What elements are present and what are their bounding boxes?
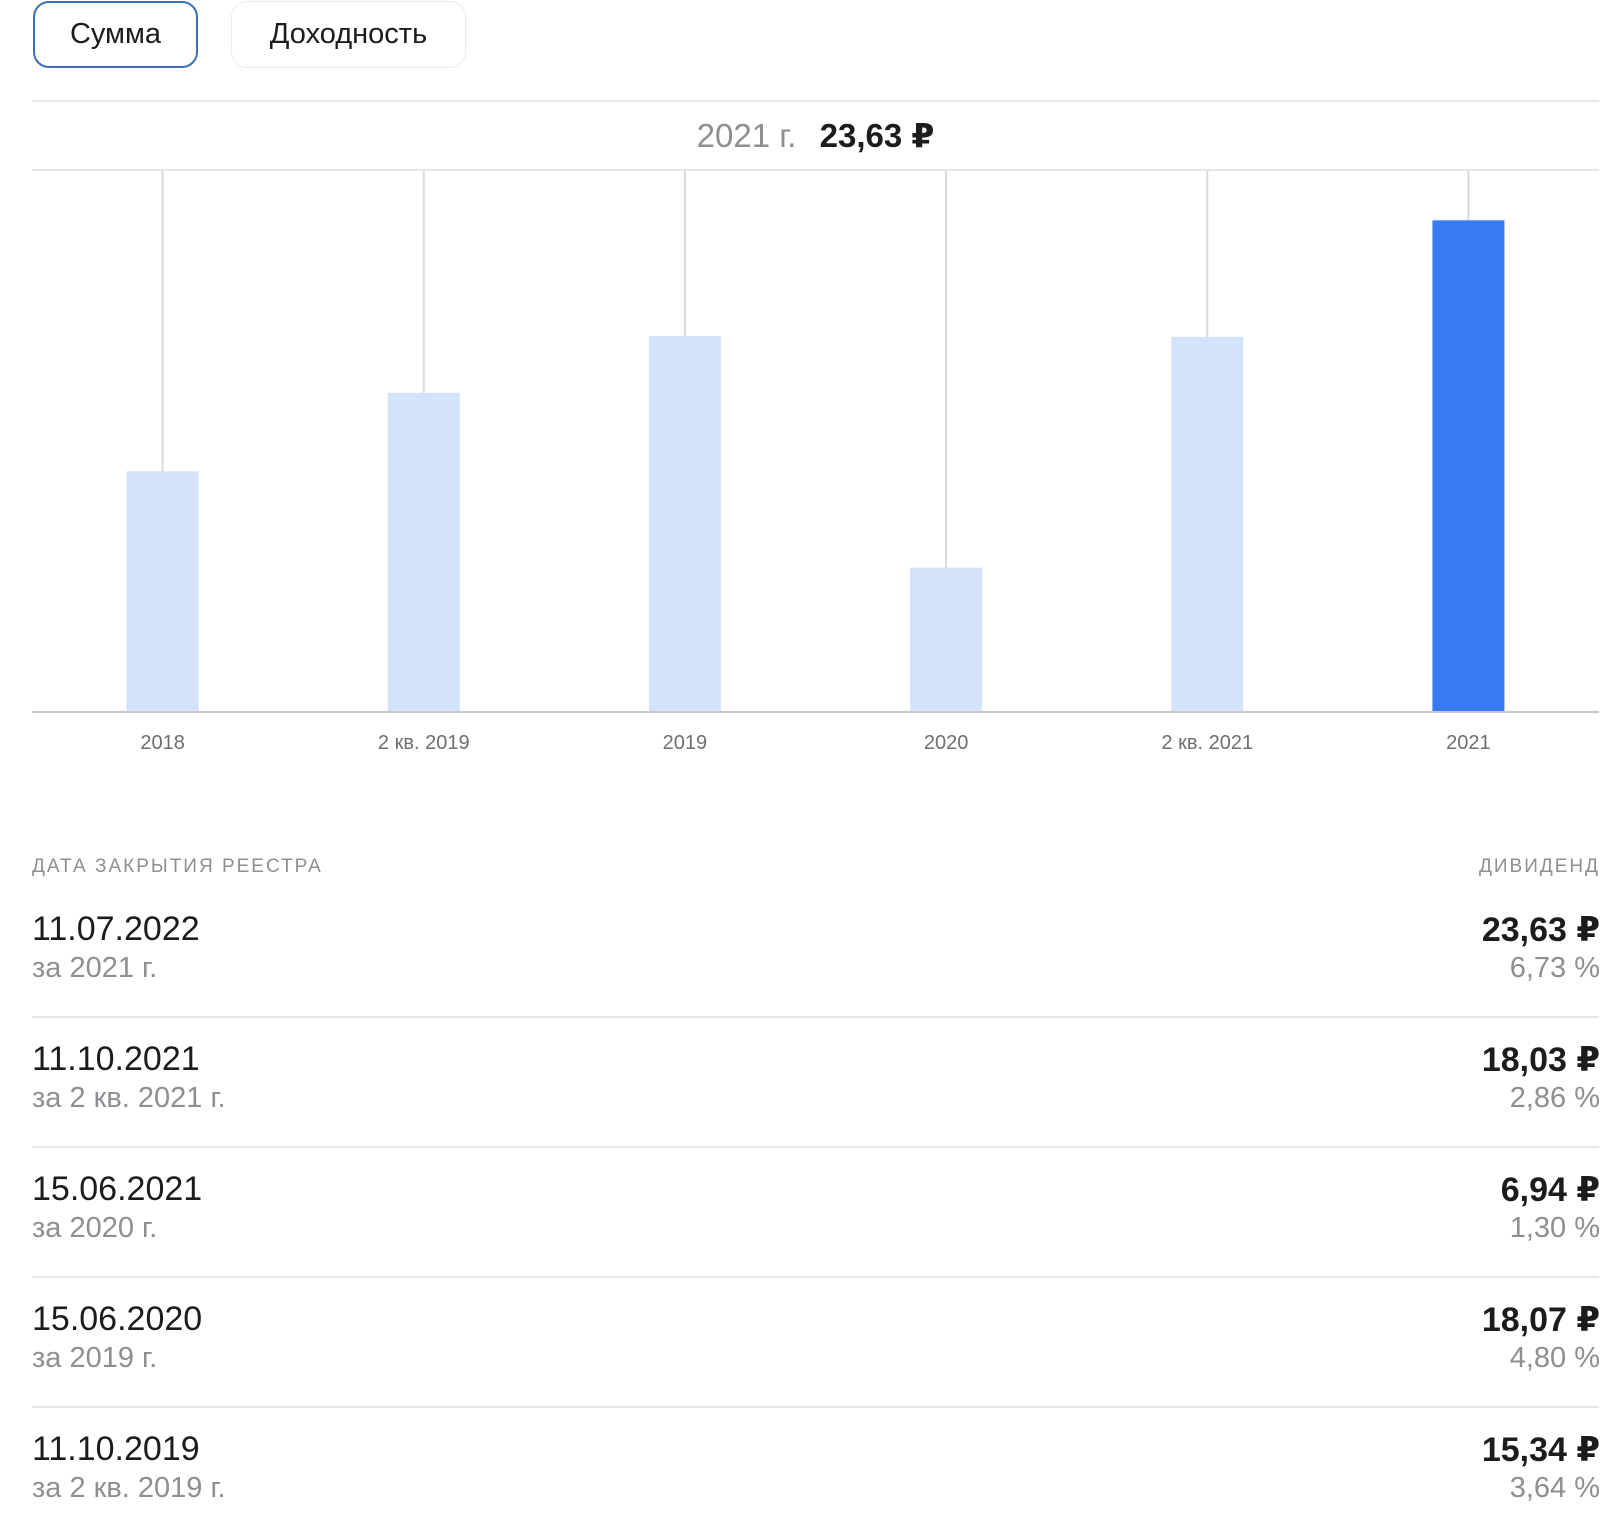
- dividend-row[interactable]: 11.10.2021 за 2 кв. 2021 г. 18,03 ₽ 2,86…: [0, 1018, 1620, 1148]
- tab-yield[interactable]: Доходность: [231, 1, 466, 68]
- record-date: 11.07.2022: [32, 910, 200, 948]
- column-header-dividend: ДИВИДЕНД: [1479, 856, 1600, 877]
- chart-x-tick-label: 2018: [140, 732, 185, 754]
- row-divider: [32, 1016, 1599, 1018]
- dividend-amount: 23,63 ₽: [1481, 911, 1600, 949]
- dividend-amount: 18,07 ₽: [1481, 1301, 1600, 1339]
- chart-x-tick-label: 2021: [1446, 732, 1491, 754]
- selected-amount: 23,63 ₽: [819, 117, 935, 154]
- divider-top: [32, 100, 1599, 102]
- dividend-amount: 15,34 ₽: [1481, 1431, 1600, 1469]
- dividend-yield: 6,73 %: [1509, 952, 1600, 984]
- dividend-row[interactable]: 11.10.2019 за 2 кв. 2019 г. 15,34 ₽ 3,64…: [0, 1408, 1620, 1531]
- chart-bar[interactable]: [1171, 336, 1244, 712]
- record-date: 11.10.2021: [32, 1040, 200, 1078]
- record-date: 15.06.2020: [32, 1300, 203, 1338]
- dividend-bar-chart[interactable]: 2018 2 кв. 2019 2019 2020 2 кв. 2021 2021: [0, 0, 1620, 800]
- tab-amount[interactable]: Сумма: [33, 1, 198, 68]
- dividend-row[interactable]: 11.07.2022 за 2021 г. 23,63 ₽ 6,73 %: [0, 888, 1620, 1018]
- dividend-yield: 1,30 %: [1509, 1212, 1600, 1244]
- chart-x-tick-label: 2 кв. 2021: [1161, 732, 1253, 754]
- dividend-period: за 2019 г.: [32, 1342, 158, 1374]
- dividend-amount: 18,03 ₽: [1481, 1041, 1600, 1079]
- dividend-period: за 2 кв. 2021 г.: [32, 1082, 226, 1114]
- chart-bar[interactable]: [387, 392, 460, 712]
- dividend-amount: 6,94 ₽: [1500, 1171, 1600, 1209]
- selected-period: 2021 г.: [696, 117, 797, 154]
- chart-bar[interactable]: [126, 471, 199, 712]
- dividend-row[interactable]: 15.06.2020 за 2019 г. 18,07 ₽ 4,80 %: [0, 1278, 1620, 1408]
- chart-x-tick-label: 2020: [924, 732, 969, 754]
- divider-chart-top: [32, 169, 1599, 171]
- dividend-yield: 4,80 %: [1509, 1342, 1600, 1374]
- row-divider: [32, 1406, 1599, 1408]
- chart-bar[interactable]: [1432, 220, 1505, 713]
- dividend-period: за 2021 г.: [32, 952, 158, 984]
- record-date: 11.10.2019: [32, 1430, 200, 1468]
- dividend-period: за 2 кв. 2019 г.: [32, 1472, 226, 1504]
- chart-x-tick-label: 2 кв. 2019: [378, 732, 470, 754]
- row-divider: [32, 1276, 1599, 1278]
- chart-selected-summary: 2021 г. 23,63 ₽: [0, 116, 1620, 155]
- column-header-record-date: ДАТА ЗАКРЫТИЯ РЕЕСТРА: [32, 856, 323, 877]
- dividend-row[interactable]: 15.06.2021 за 2020 г. 6,94 ₽ 1,30 %: [0, 1148, 1620, 1278]
- dividend-yield: 3,64 %: [1509, 1472, 1600, 1504]
- chart-x-tick-label: 2019: [663, 732, 708, 754]
- row-divider: [32, 1146, 1599, 1148]
- dividend-period: за 2020 г.: [32, 1212, 158, 1244]
- chart-bar[interactable]: [648, 336, 721, 712]
- chart-bar[interactable]: [910, 567, 983, 712]
- record-date: 15.06.2021: [32, 1170, 203, 1208]
- dividend-yield: 2,86 %: [1509, 1082, 1600, 1114]
